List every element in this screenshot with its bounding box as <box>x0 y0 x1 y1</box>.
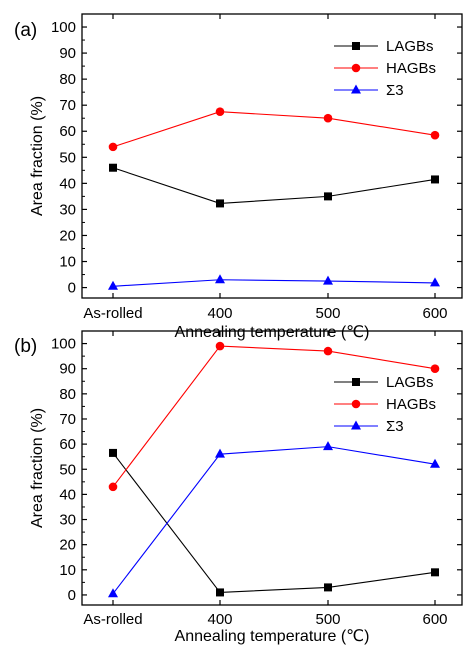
chart-panel: 0 10 20 30 40 50 60 70 80 90 100 As-rolled 400 500 600… <box>14 13 463 341</box>
data-point <box>430 277 440 287</box>
legend-entry: LAGBs <box>334 374 434 391</box>
series-1 <box>108 341 440 492</box>
legend-marker <box>351 84 361 94</box>
data-point <box>323 113 333 123</box>
data-point <box>324 192 332 201</box>
series-line <box>112 111 436 148</box>
y-tick-label: 20 <box>59 537 76 554</box>
y-tick-label: 90 <box>59 361 76 378</box>
data-point <box>324 583 332 592</box>
legend-entry: Σ3 <box>334 418 404 435</box>
series-line <box>112 446 436 595</box>
y-tick-label: 20 <box>59 227 76 244</box>
x-tick-label: 500 <box>315 611 340 628</box>
legend-marker <box>351 63 361 73</box>
data-point <box>108 280 118 290</box>
y-tick-label: 80 <box>59 386 76 403</box>
plot-frame <box>81 330 463 606</box>
x-tick-label: As-rolled <box>83 305 142 322</box>
x-tick-label: 600 <box>422 611 447 628</box>
series-1 <box>108 107 440 152</box>
y-tick-label: 70 <box>59 97 76 114</box>
x-axis-label: Annealing temperature (℃) <box>175 628 370 645</box>
series-line <box>112 167 436 204</box>
legend-marker <box>351 420 361 430</box>
y-tick-label: 100 <box>51 336 76 353</box>
legend-label: Σ3 <box>386 418 404 435</box>
legend-label: HAGBs <box>386 60 436 77</box>
series-2 <box>108 274 440 290</box>
legend-entry: Σ3 <box>334 82 404 99</box>
data-point <box>430 130 440 140</box>
x-tick-label: As-rolled <box>83 611 142 628</box>
series-line <box>112 452 436 593</box>
y-tick-label: 30 <box>59 201 76 218</box>
y-tick-label: 40 <box>59 175 76 192</box>
legend-entry: LAGBs <box>334 38 434 55</box>
data-point <box>108 482 118 492</box>
series-0 <box>109 163 439 208</box>
data-point <box>323 275 333 285</box>
data-point <box>216 199 224 208</box>
legend-label: Σ3 <box>386 82 404 99</box>
y-tick-label: 40 <box>59 486 76 503</box>
y-axis-label: Area fraction (%) <box>29 408 46 528</box>
data-point <box>430 458 440 468</box>
y-tick-label: 0 <box>68 280 76 297</box>
data-point <box>109 163 117 172</box>
x-tick-label: 400 <box>207 611 232 628</box>
y-tick-label: 90 <box>59 45 76 62</box>
data-point <box>215 274 225 284</box>
y-tick-label: 10 <box>59 254 76 271</box>
series-0 <box>109 448 439 597</box>
data-point <box>108 588 118 598</box>
x-axis-label: Annealing temperature (℃) <box>175 324 370 341</box>
y-tick-label: 60 <box>59 123 76 140</box>
chart-panel: 0 10 20 30 40 50 60 70 80 90 100 As-rolled 400 500 600… <box>14 330 463 645</box>
y-tick-label: 50 <box>59 149 76 166</box>
legend-entry: HAGBs <box>334 396 436 413</box>
data-point <box>215 341 225 351</box>
y-tick-label: 30 <box>59 512 76 529</box>
legend-marker <box>352 378 360 386</box>
data-point <box>431 568 439 577</box>
data-point <box>323 346 333 356</box>
x-tick-label: 600 <box>422 305 447 322</box>
legend-label: HAGBs <box>386 396 436 413</box>
series-line <box>112 279 436 287</box>
legend-label: LAGBs <box>386 374 434 391</box>
data-point <box>431 175 439 184</box>
data-point <box>323 441 333 451</box>
y-tick-label: 70 <box>59 411 76 428</box>
data-point <box>108 142 118 152</box>
y-tick-label: 80 <box>59 71 76 88</box>
legend-marker <box>352 42 360 50</box>
data-point <box>216 588 224 597</box>
data-point <box>430 364 440 374</box>
x-tick-label: 500 <box>315 305 340 322</box>
data-point <box>215 107 225 117</box>
y-axis-label: Area fraction (%) <box>29 96 46 216</box>
legend-marker <box>351 399 361 409</box>
y-tick-label: 100 <box>51 19 76 36</box>
data-point <box>215 448 225 458</box>
panel-label: (a) <box>14 20 37 41</box>
legend-label: LAGBs <box>386 38 434 55</box>
plot-frame <box>81 13 463 299</box>
series-2 <box>108 441 440 598</box>
series-line <box>112 345 436 488</box>
panel-label: (b) <box>14 336 37 357</box>
y-tick-label: 60 <box>59 436 76 453</box>
y-tick-label: 10 <box>59 562 76 579</box>
y-tick-label: 0 <box>68 587 76 604</box>
y-tick-label: 50 <box>59 461 76 478</box>
x-tick-label: 400 <box>207 305 232 322</box>
data-point <box>109 448 117 457</box>
legend-entry: HAGBs <box>334 60 436 77</box>
